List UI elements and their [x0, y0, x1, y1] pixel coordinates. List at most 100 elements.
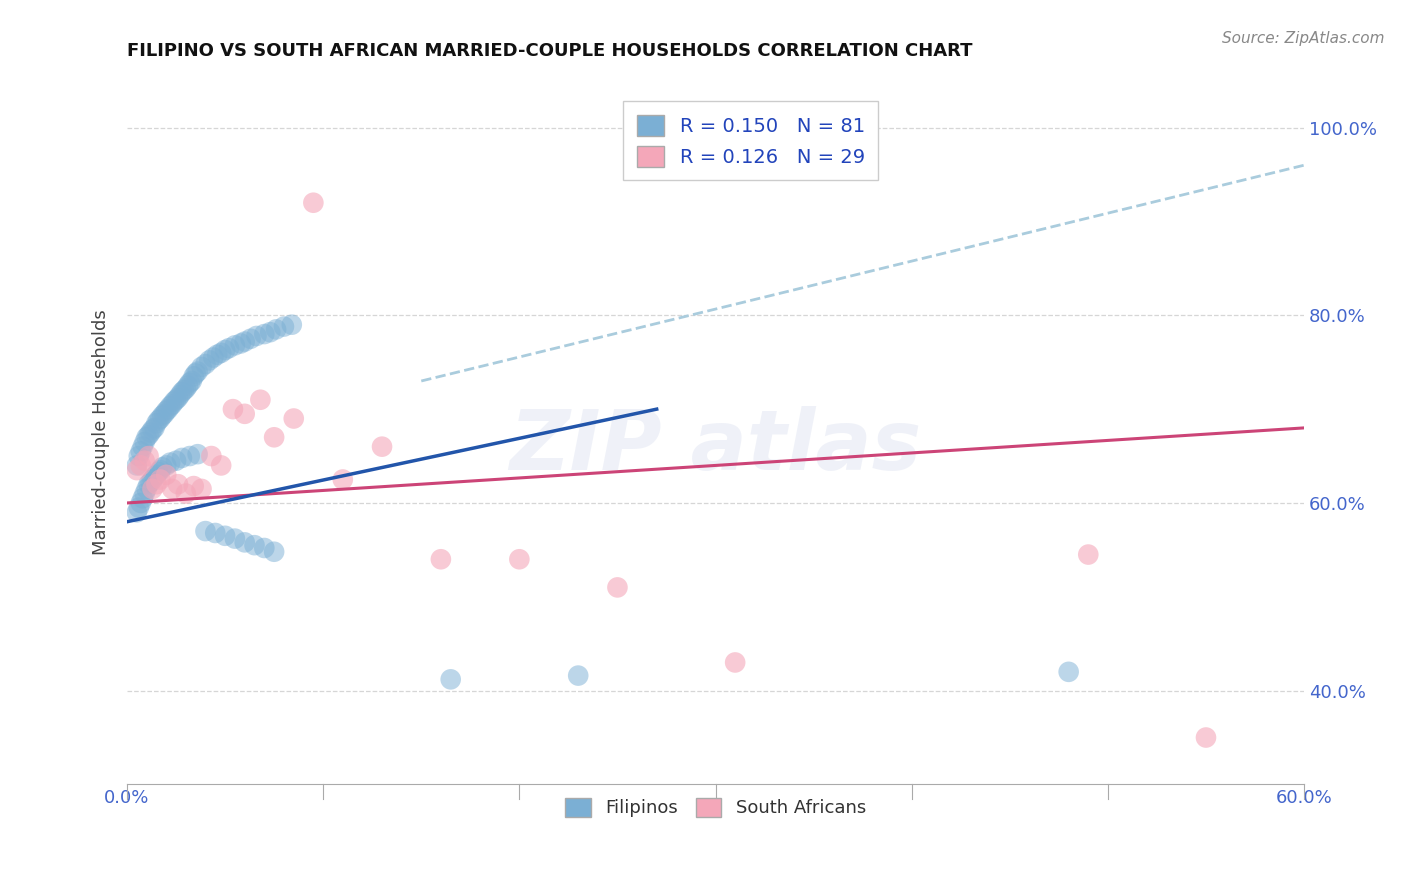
Point	[129, 444, 152, 458]
Point	[135, 430, 157, 444]
Point	[125, 463, 148, 477]
Text: ZIP atlas: ZIP atlas	[509, 406, 922, 487]
Point	[606, 581, 628, 595]
Point	[222, 402, 245, 417]
Point	[125, 505, 148, 519]
Point	[264, 322, 287, 336]
Point	[145, 467, 167, 482]
Point	[148, 413, 170, 427]
Point	[183, 369, 205, 384]
Point	[174, 382, 197, 396]
Point	[163, 394, 186, 409]
Point	[179, 376, 201, 390]
Point	[138, 449, 160, 463]
Point	[243, 538, 266, 552]
Point	[202, 351, 225, 365]
Point	[190, 359, 212, 374]
Point	[209, 458, 232, 473]
Point	[187, 447, 209, 461]
Point	[148, 465, 170, 479]
Point	[179, 449, 201, 463]
Text: Source: ZipAtlas.com: Source: ZipAtlas.com	[1222, 31, 1385, 46]
Point	[177, 378, 200, 392]
Point	[145, 477, 167, 491]
Point	[174, 486, 197, 500]
Point	[138, 428, 160, 442]
Point	[283, 411, 305, 425]
Point	[302, 195, 325, 210]
Point	[159, 456, 181, 470]
Point	[173, 384, 195, 398]
Point	[149, 411, 172, 425]
Point	[143, 469, 166, 483]
Point	[508, 552, 530, 566]
Text: FILIPINO VS SOUTH AFRICAN MARRIED-COUPLE HOUSEHOLDS CORRELATION CHART: FILIPINO VS SOUTH AFRICAN MARRIED-COUPLE…	[127, 42, 973, 60]
Point	[204, 526, 226, 541]
Point	[170, 450, 193, 465]
Point	[233, 535, 256, 549]
Point	[143, 421, 166, 435]
Point	[150, 460, 173, 475]
Point	[187, 365, 209, 379]
Point	[200, 449, 222, 463]
Point	[214, 529, 236, 543]
Point	[249, 392, 271, 407]
Point	[131, 491, 153, 506]
Point	[135, 482, 157, 496]
Point	[160, 482, 183, 496]
Point	[430, 552, 453, 566]
Point	[167, 391, 190, 405]
Point	[281, 318, 304, 332]
Point	[245, 329, 267, 343]
Point	[155, 458, 177, 473]
Point	[567, 668, 589, 682]
Point	[209, 346, 232, 360]
Point	[150, 409, 173, 423]
Point	[184, 367, 207, 381]
Point	[128, 449, 150, 463]
Point	[134, 486, 156, 500]
Legend: Filipinos, South Africans: Filipinos, South Africans	[558, 790, 873, 825]
Point	[233, 334, 256, 349]
Point	[170, 385, 193, 400]
Point	[160, 397, 183, 411]
Point	[139, 475, 162, 490]
Point	[165, 392, 187, 407]
Point	[263, 545, 285, 559]
Point	[724, 656, 747, 670]
Point	[253, 327, 276, 342]
Point	[207, 348, 229, 362]
Point	[224, 338, 246, 352]
Point	[259, 325, 281, 339]
Point	[131, 440, 153, 454]
Point	[129, 496, 152, 510]
Point	[134, 434, 156, 449]
Point	[229, 336, 252, 351]
Point	[153, 407, 176, 421]
Point	[149, 463, 172, 477]
Point	[138, 477, 160, 491]
Point	[139, 425, 162, 440]
Point	[183, 479, 205, 493]
Point	[134, 454, 156, 468]
Point	[253, 541, 276, 555]
Point	[263, 430, 285, 444]
Point	[125, 458, 148, 473]
Point	[169, 388, 191, 402]
Point	[332, 473, 354, 487]
Point	[141, 482, 163, 496]
Point	[1077, 548, 1099, 562]
Point	[371, 440, 394, 454]
Point	[167, 477, 190, 491]
Y-axis label: Married-couple Households: Married-couple Households	[93, 310, 110, 556]
Point	[157, 402, 180, 417]
Point	[149, 473, 172, 487]
Point	[440, 673, 463, 687]
Point	[214, 343, 236, 357]
Point	[1057, 665, 1080, 679]
Point	[194, 524, 217, 538]
Point	[141, 473, 163, 487]
Point	[218, 341, 240, 355]
Point	[239, 332, 262, 346]
Point	[155, 404, 177, 418]
